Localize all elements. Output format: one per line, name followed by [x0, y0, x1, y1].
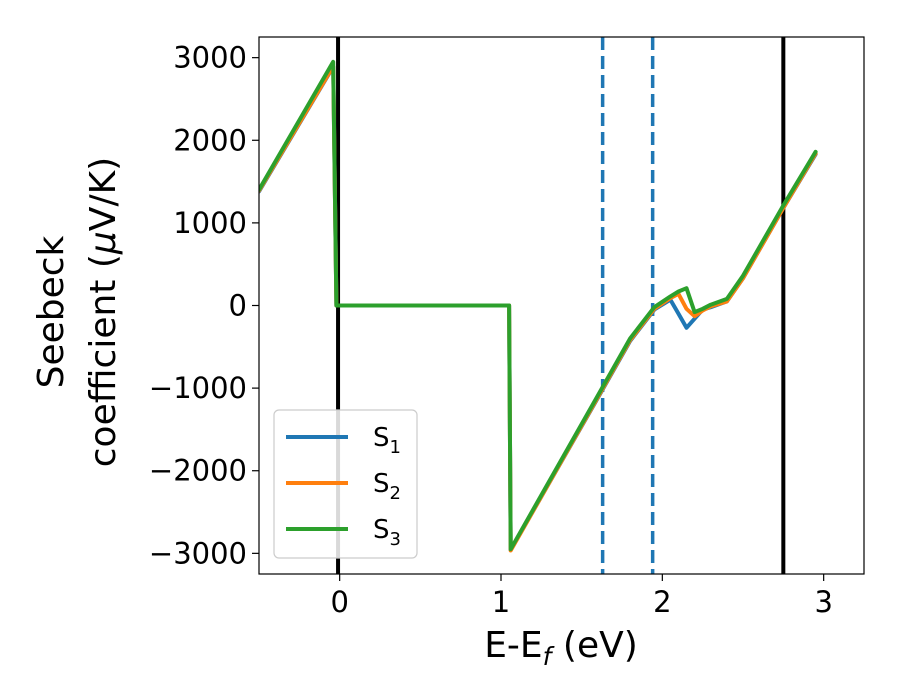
series-line-s3: [259, 59, 818, 552]
legend-label-s2: S2: [373, 469, 401, 504]
y-axis-label: Seebeck coefficient (μV/K): [31, 157, 124, 467]
x-tick-label: 0: [330, 585, 348, 619]
y-axis: −3000 −2000 −1000 0 1000 2000 3000: [149, 41, 259, 570]
x-tick-label: 1: [492, 585, 510, 619]
x-axis-label: E-Ef (eV): [484, 625, 638, 671]
y-tick-label: −2000: [149, 454, 247, 488]
legend: S1 S2 S3: [273, 409, 418, 559]
y-tick-label: 1000: [173, 206, 247, 240]
series-lines: [259, 59, 818, 553]
y-tick-label: 3000: [173, 41, 247, 75]
y-tick-label: 2000: [173, 123, 247, 157]
legend-label-s3: S3: [373, 515, 401, 550]
y-tick-label: −1000: [149, 371, 247, 405]
y-axis-label-line2: coefficient (μV/K): [83, 157, 124, 467]
x-axis: 0 1 2 3: [330, 574, 833, 619]
legend-label-s1: S1: [373, 423, 401, 458]
x-tick-label: 2: [653, 585, 671, 619]
y-tick-label: 0: [229, 289, 247, 323]
y-axis-label-line1: Seebeck: [31, 235, 72, 388]
y-tick-label: −3000: [149, 536, 247, 570]
x-tick-label: 3: [814, 585, 832, 619]
